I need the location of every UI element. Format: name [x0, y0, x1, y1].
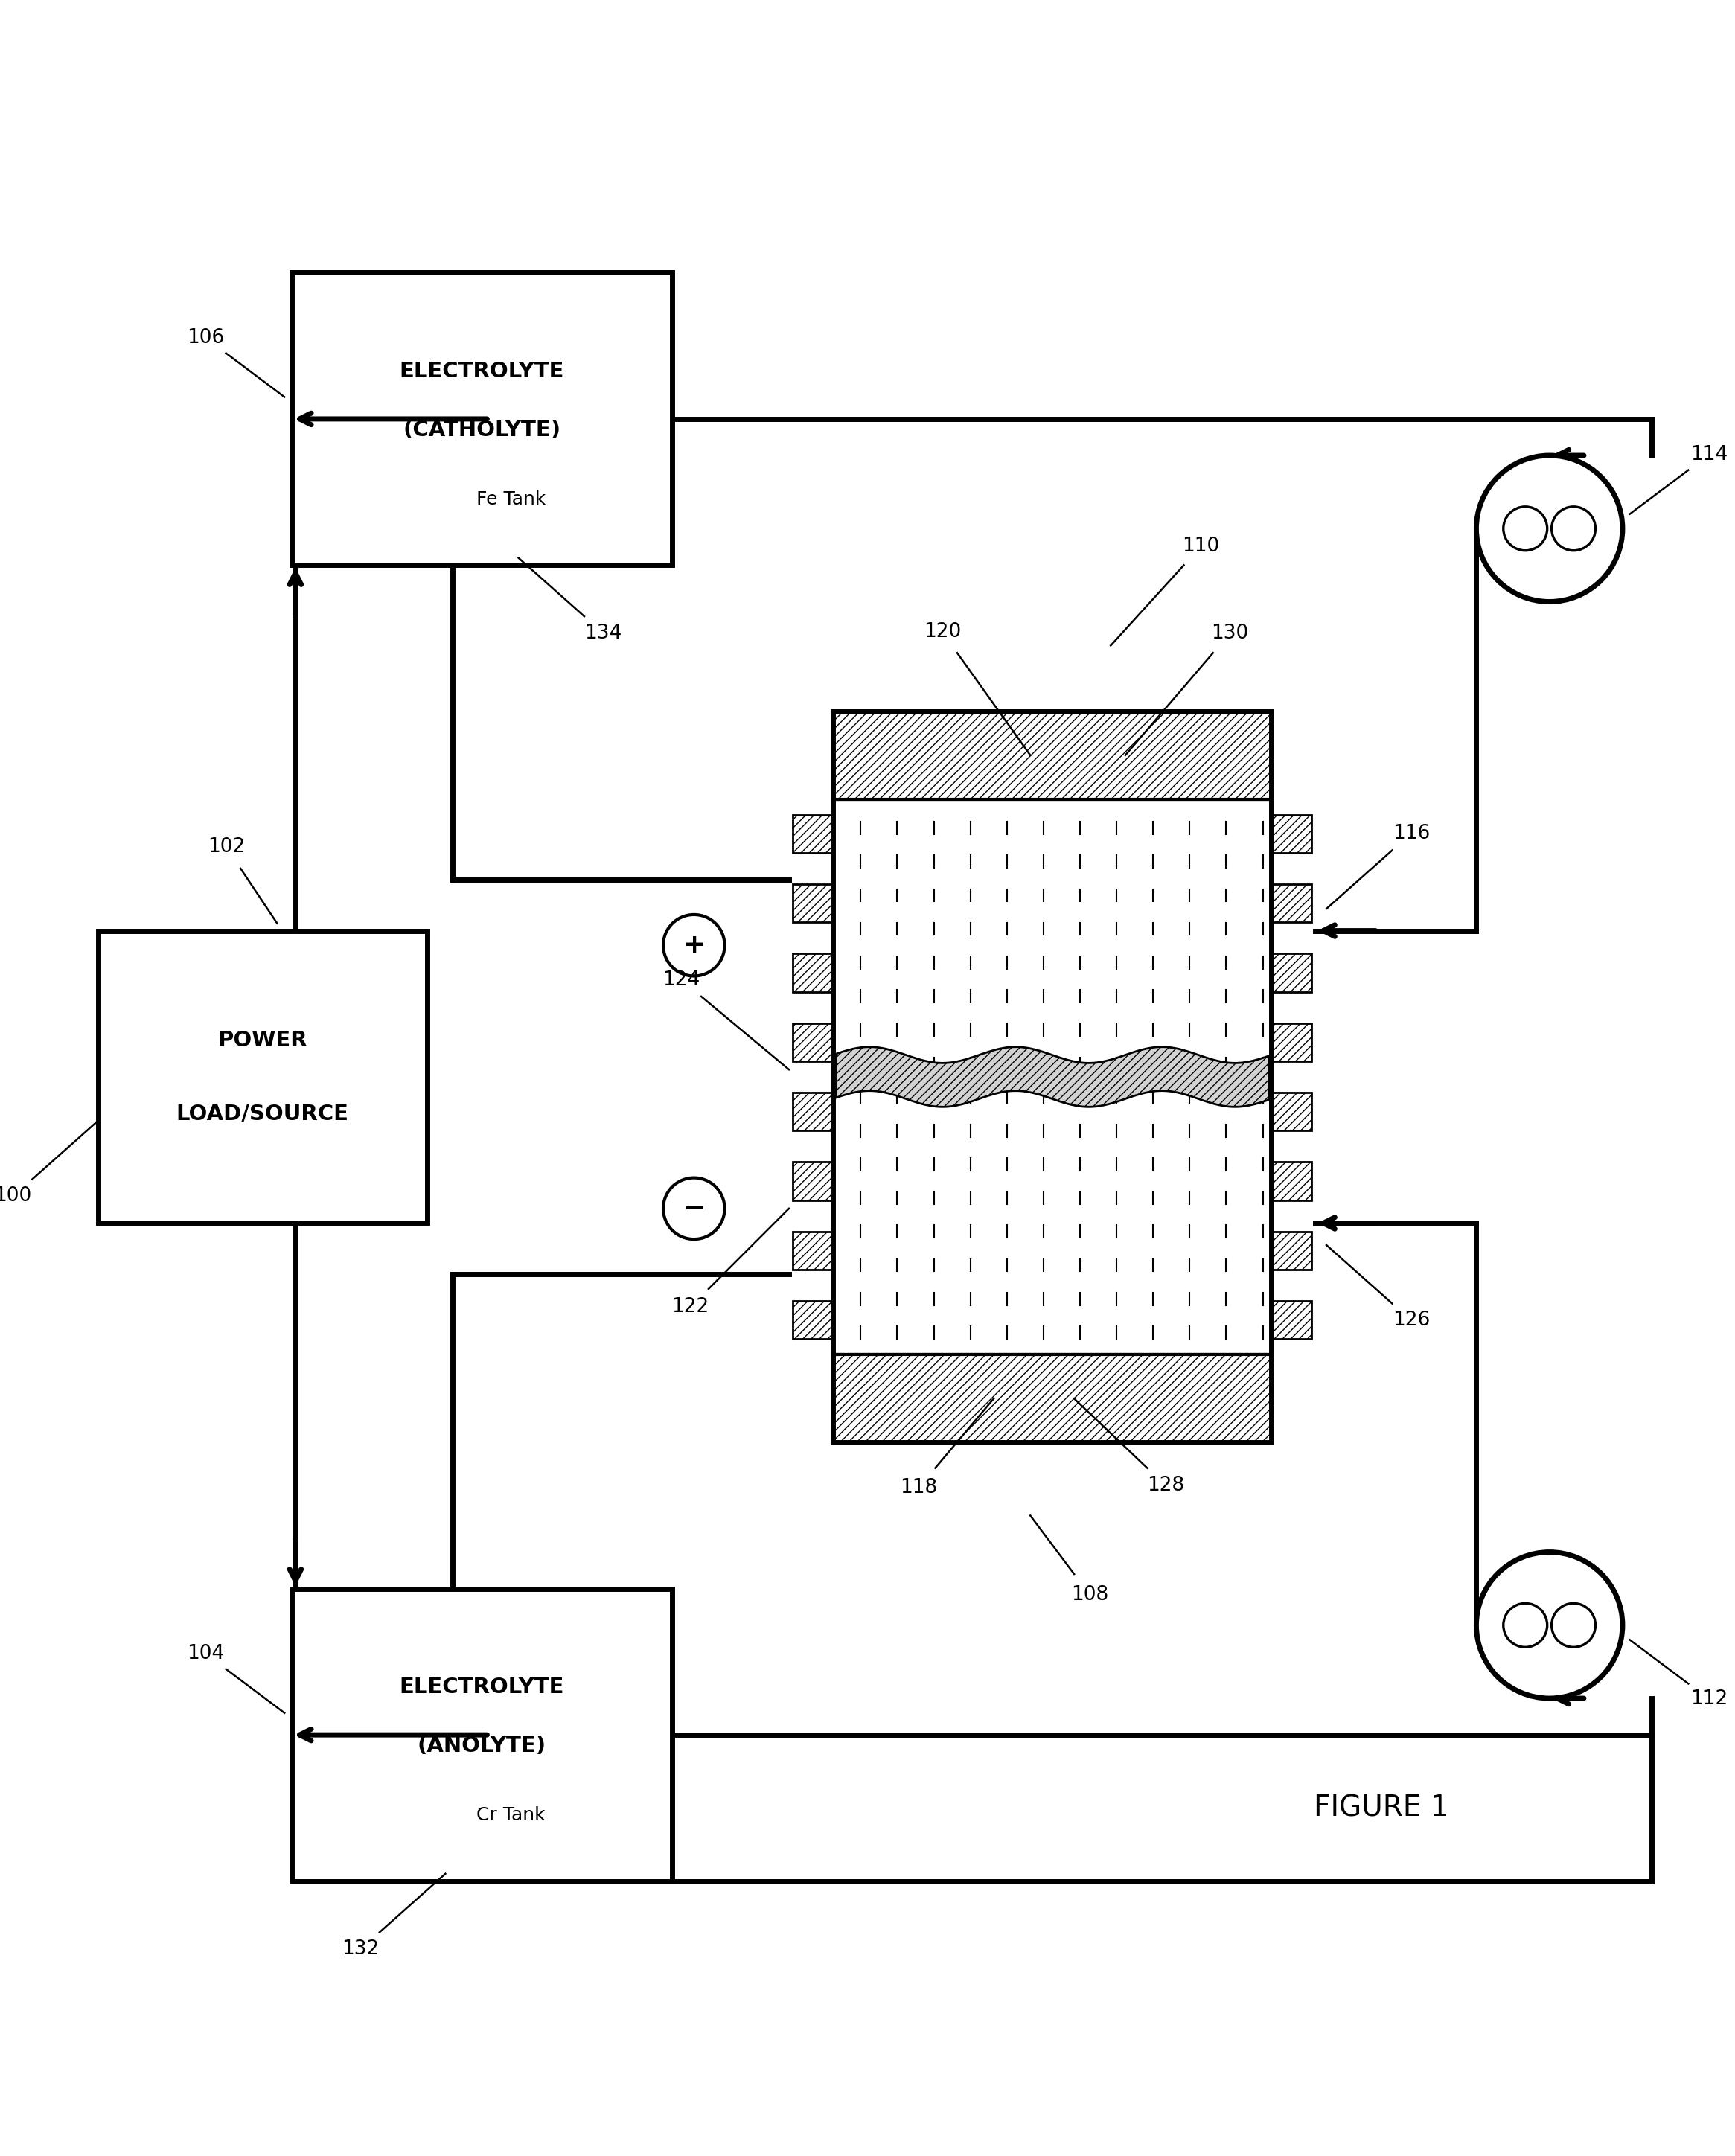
Circle shape	[1503, 507, 1548, 550]
Bar	[291, 272, 671, 565]
Bar	[1272, 953, 1312, 992]
Text: 102: 102	[208, 837, 245, 856]
Text: (ANOLYTE): (ANOLYTE)	[418, 1736, 547, 1757]
Bar	[793, 1024, 833, 1061]
Polygon shape	[836, 1048, 1268, 1106]
Text: 124: 124	[663, 970, 701, 990]
Text: ELECTROLYTE: ELECTROLYTE	[399, 360, 564, 382]
Bar	[1272, 1024, 1312, 1061]
Bar	[1272, 1231, 1312, 1270]
Bar	[793, 815, 833, 854]
Bar	[1272, 815, 1312, 854]
Text: 128: 128	[1147, 1477, 1185, 1496]
Text: 120: 120	[923, 623, 961, 642]
Bar	[793, 953, 833, 992]
Text: 104: 104	[187, 1645, 224, 1664]
Bar	[833, 1354, 1272, 1442]
Text: 106: 106	[187, 328, 224, 347]
Bar	[793, 1300, 833, 1339]
Bar	[833, 800, 1272, 1354]
Bar	[793, 884, 833, 923]
Text: 116: 116	[1393, 824, 1430, 843]
Text: LOAD/SOURCE: LOAD/SOURCE	[177, 1104, 349, 1123]
Text: 108: 108	[1070, 1585, 1109, 1604]
Text: 118: 118	[900, 1477, 937, 1496]
Circle shape	[1551, 507, 1596, 550]
Circle shape	[1476, 1552, 1622, 1699]
Text: 134: 134	[585, 623, 623, 642]
Text: 130: 130	[1211, 623, 1249, 642]
Circle shape	[1476, 455, 1622, 602]
Bar	[793, 1162, 833, 1201]
Text: 132: 132	[342, 1940, 378, 1960]
Text: POWER: POWER	[217, 1031, 307, 1050]
Text: 114: 114	[1690, 444, 1728, 464]
Text: FIGURE 1: FIGURE 1	[1313, 1794, 1449, 1822]
Bar	[1272, 1300, 1312, 1339]
Bar	[1272, 1162, 1312, 1201]
Bar	[1272, 884, 1312, 923]
Text: ELECTROLYTE: ELECTROLYTE	[399, 1677, 564, 1697]
Bar	[793, 1231, 833, 1270]
Text: 110: 110	[1182, 537, 1220, 556]
Text: Fe Tank: Fe Tank	[477, 489, 547, 509]
Circle shape	[1503, 1604, 1548, 1647]
Bar	[833, 711, 1272, 800]
Text: +: +	[682, 934, 704, 957]
Text: 112: 112	[1690, 1690, 1728, 1710]
Bar	[291, 1589, 671, 1880]
Bar	[833, 711, 1272, 1442]
Text: (CATHOLYTE): (CATHOLYTE)	[403, 420, 560, 440]
Circle shape	[663, 1177, 725, 1240]
Circle shape	[1551, 1604, 1596, 1647]
Circle shape	[663, 914, 725, 977]
Bar	[97, 931, 427, 1222]
Text: 122: 122	[671, 1298, 710, 1317]
Bar	[793, 1093, 833, 1130]
Text: 126: 126	[1393, 1311, 1430, 1330]
Bar	[1272, 1093, 1312, 1130]
Text: 100: 100	[0, 1186, 31, 1205]
Text: −: −	[682, 1197, 704, 1220]
Text: Cr Tank: Cr Tank	[477, 1807, 545, 1824]
